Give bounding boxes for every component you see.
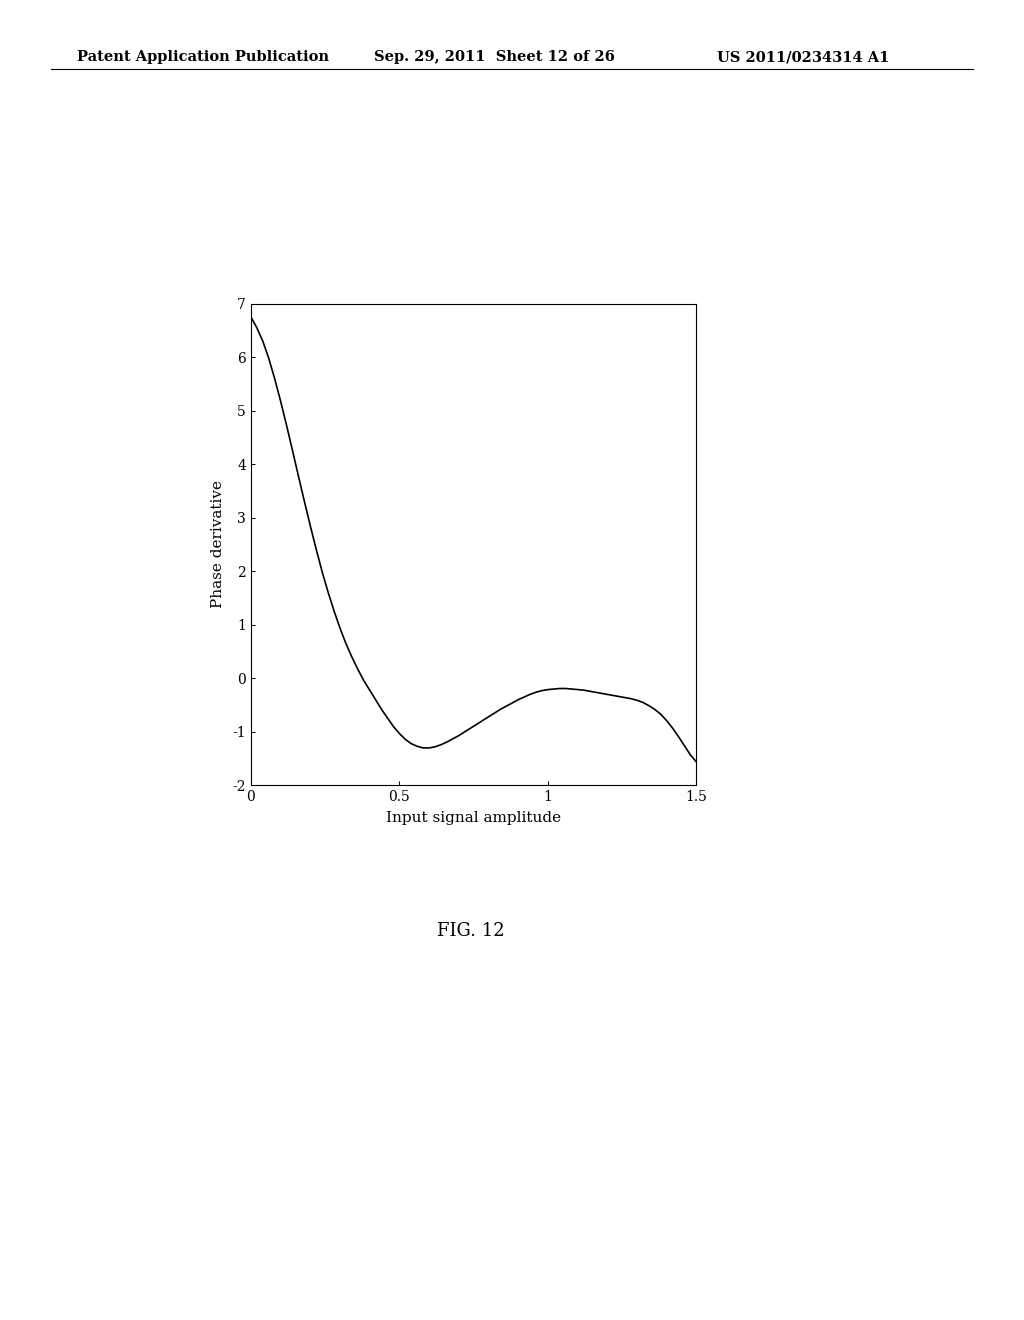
Text: FIG. 12: FIG. 12 — [437, 921, 505, 940]
Text: US 2011/0234314 A1: US 2011/0234314 A1 — [717, 50, 889, 65]
Text: Patent Application Publication: Patent Application Publication — [77, 50, 329, 65]
Y-axis label: Phase derivative: Phase derivative — [211, 480, 225, 609]
Text: Sep. 29, 2011  Sheet 12 of 26: Sep. 29, 2011 Sheet 12 of 26 — [374, 50, 614, 65]
X-axis label: Input signal amplitude: Input signal amplitude — [386, 812, 561, 825]
